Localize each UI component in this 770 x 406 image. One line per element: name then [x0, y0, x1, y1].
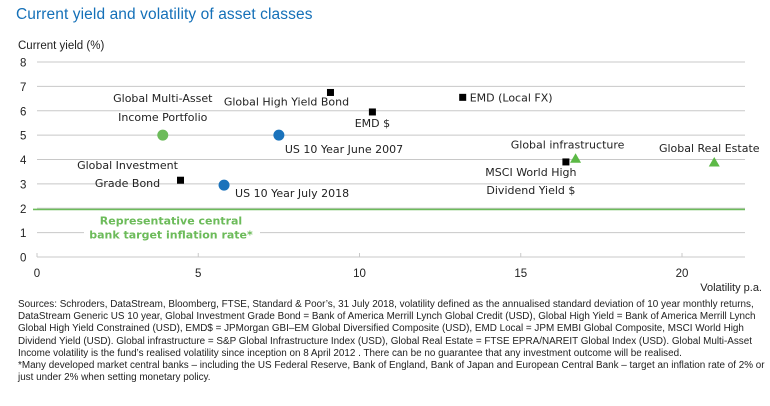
y-tick-label: 8 [20, 58, 26, 70]
point-circle [273, 129, 285, 141]
x-axis-label: Volatility p.a. [700, 282, 762, 294]
point-label: Global infrastructure [511, 138, 625, 151]
point-label: US 10 Year July 2018 [235, 187, 349, 200]
point-labels: Global Multi-Asset Income Portfolio US 10 … [77, 91, 760, 200]
x-tick-labels: 0 5 10 15 20 [34, 268, 689, 280]
y-axis-label: Current yield (%) [18, 40, 104, 52]
point-label: Global High Yield Bond [224, 95, 349, 108]
point-square [177, 176, 185, 184]
chart-notes: Sources: Schroders, DataStream, Bloomber… [18, 299, 768, 384]
point-circle [218, 179, 230, 191]
point-circle [157, 129, 169, 141]
y-tick-label: 4 [20, 155, 27, 167]
point-label: Global Real Estate [659, 142, 760, 155]
point-label: Global Multi-Asset [113, 92, 213, 105]
point-square [326, 88, 334, 96]
y-tick-label: 3 [20, 179, 26, 191]
point-triangle [708, 156, 720, 167]
point-label: Global Investment [77, 159, 179, 172]
x-tick-label: 20 [676, 268, 689, 280]
point-label: Dividend Yield $ [486, 184, 575, 197]
point-label: US 10 Year June 2007 [285, 143, 403, 156]
scatter-chart: 0 1 2 3 4 5 6 7 8 0 5 10 15 20 Current yield (%) Vol… [18, 40, 762, 294]
point-square [562, 158, 570, 166]
x-tick-label: 5 [195, 268, 201, 280]
y-tick-label: 7 [20, 82, 26, 94]
y-tick-label: 1 [20, 228, 26, 240]
y-tick-label: 2 [20, 204, 26, 216]
inflation-label-line: Representative central [100, 214, 242, 227]
point-label: MSCI World High [485, 166, 576, 179]
y-tick-label: 5 [20, 131, 26, 143]
y-tick-label: 6 [20, 106, 26, 118]
footnote: *Many developed market central banks – i… [18, 360, 765, 384]
x-tick-label: 10 [353, 268, 366, 280]
chart-title: Current yield and volatility of asset cl… [16, 6, 313, 23]
point-label: EMD (Local FX) [470, 91, 553, 104]
point-square [368, 108, 376, 116]
data-points [157, 88, 720, 191]
point-label: Income Portfolio [118, 111, 207, 124]
inflation-label-line: bank target inflation rate* [89, 228, 253, 241]
point-square [459, 93, 467, 101]
point-label: Grade Bond [95, 177, 160, 190]
inflation-label-mask [84, 224, 260, 240]
sources-note: Sources: Schroders, DataStream, Bloomber… [18, 299, 756, 359]
x-tick-label: 0 [34, 268, 40, 280]
y-tick-labels: 0 1 2 3 4 5 6 7 8 [20, 58, 27, 265]
y-tick-label: 0 [20, 253, 26, 265]
point-label: EMD $ [355, 117, 390, 130]
x-tick-label: 15 [514, 268, 527, 280]
point-triangle [570, 153, 582, 163]
gridlines [36, 61, 745, 258]
